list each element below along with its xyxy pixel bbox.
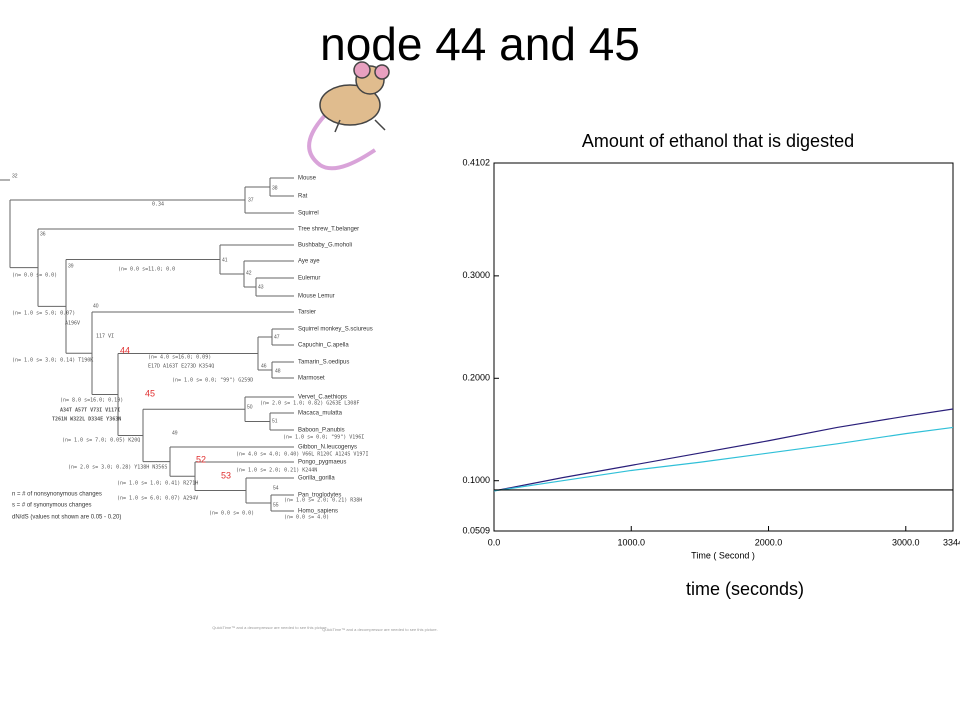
branch-annotation: (n= 1.0 s= 0.0; "99") G259D — [172, 378, 253, 384]
mutation-list: A34T A57T V73I V117I — [60, 408, 120, 414]
branch-annotation: (n= 0.0 s=11.0; 0.0 — [118, 267, 175, 273]
x-tick-label: 1000.0 — [617, 537, 645, 547]
species-label: Pongo_pygmaeus — [298, 460, 346, 466]
node-label: 39 — [68, 263, 74, 269]
plot-frame — [493, 162, 954, 532]
tree-legend: s = # of synonymous changes — [12, 503, 92, 509]
node-label: 45 — [145, 388, 155, 398]
chart-title: Amount of ethanol that is digested — [582, 131, 854, 151]
y-tick-label: 0.0509 — [462, 525, 490, 535]
x-tick-label: 2000.0 — [755, 537, 783, 547]
species-label: Bushbaby_G.moholi — [298, 243, 352, 249]
mouse-cartoon — [307, 61, 390, 171]
node-label: 49 — [172, 430, 178, 436]
node-label: 32 — [12, 173, 18, 179]
branch-annotation: (n= 4.0 s=16.0; 0.09) — [148, 355, 211, 361]
y-tick-label: 0.4102 — [462, 157, 490, 167]
species-label: Gorilla_gorilla — [298, 476, 335, 482]
species-label: Marmoset — [298, 376, 325, 382]
branch-annotation: (n= 1.0 s= 5.0; 0.07) — [12, 311, 75, 317]
node-label: 43 — [258, 284, 264, 290]
tree-legend: n = # of nonsynonymous changes — [12, 492, 102, 498]
branch-annotation: (n= 0.0 s= 4.0) — [284, 515, 329, 521]
data-line — [493, 426, 954, 492]
line-chart: Amount of ethanol that is digested 0.0509… — [462, 131, 960, 599]
species-label: Eulemur — [298, 276, 320, 282]
node-label: 42 — [246, 270, 252, 276]
species-label: Aye aye — [298, 259, 320, 265]
species-label: Capuchin_C.apella — [298, 343, 349, 349]
branch-annotation: (n= 1.0 s= 2.0; 0.21) K244N — [236, 468, 317, 474]
node-label: 51 — [272, 418, 278, 424]
node-label: 46 — [261, 363, 267, 369]
mutation-list: T261N W322L D334E Y363N — [52, 417, 121, 423]
slide-title: node 44 and 45 — [320, 18, 640, 70]
node-label: 41 — [222, 257, 228, 263]
species-label: Tamarin_S.oedipus — [298, 360, 349, 366]
node-label: 36 — [40, 231, 46, 237]
branch-annotation: (n= 2.0 s= 3.0; 0.28) Y138H N356S — [68, 465, 167, 471]
species-label: Vervet_C.aethiops — [298, 395, 347, 401]
branch-annotation: (n= 1.0 s= 2.0; 0.21) R38H — [284, 498, 362, 504]
branch-annotation: A196V — [65, 321, 80, 327]
branch-annotation: (n= 0.0 s= 0.0) — [12, 273, 57, 279]
species-label: Squirrel — [298, 211, 319, 217]
node-label: 55 — [273, 502, 279, 508]
branch-annotation: (n= 2.0 s= 1.0; 0.82) G263E L308F — [260, 401, 359, 407]
branch-annotation: (n= 8.0 s=16.0; 0.19) — [60, 398, 123, 404]
x-tick-label: 3000.0 — [892, 537, 920, 547]
species-label: Homo_sapiens — [298, 509, 338, 515]
y-tick-label: 0.3000 — [462, 270, 490, 280]
species-label: Mouse Lemur — [298, 294, 335, 300]
branch-annotation: (n= 0.0 s= 0.0) — [209, 511, 254, 517]
branch-annotation: (n= 1.0 s= 0.0; "99") V196I — [283, 435, 364, 441]
node-label: 54 — [273, 485, 279, 491]
species-label: Gibbon_N.leucogenys — [298, 445, 357, 451]
branch-annotation: (n= 1.0 s= 7.0; 0.05) K20Q — [62, 438, 140, 444]
branch-annotation: (n= 1.0 s= 3.0; 0.14) T190K — [12, 358, 93, 364]
node-label: 38 — [272, 185, 278, 191]
x-tick-label: 0.0 — [488, 537, 501, 547]
y-tick-label: 0.2000 — [462, 373, 490, 383]
branch-annotation: 0.34 — [152, 202, 164, 208]
caption: time (seconds) — [686, 579, 804, 599]
branch-annotation: E17D A163T E273D K354Q — [148, 364, 214, 370]
species-label: Tarsier — [298, 310, 316, 316]
node-label: 53 — [221, 470, 231, 480]
node-label: 48 — [275, 368, 281, 374]
x-tick-label: 3344 — [943, 537, 960, 547]
node-label: 50 — [247, 404, 253, 410]
branch-annotation: (n= 4.0 s= 4.0; 0.40) V66L R120C A124S V… — [236, 452, 368, 458]
y-tick-label: 0.1000 — [462, 475, 490, 485]
species-label: Rat — [298, 194, 308, 200]
species-label: Tree shrew_T.belanger — [298, 227, 359, 233]
species-label: Macaca_mulatta — [298, 411, 343, 417]
species-label: Pan_troglodytes — [298, 493, 341, 499]
species-label: Mouse — [298, 176, 317, 182]
species-label: Baboon_P.anubis — [298, 428, 345, 434]
branch-annotation: (n= 1.0 s= 1.0; 0.41) R271H — [117, 481, 198, 487]
branch-annotation: (n= 1.0 s= 6.0; 0.07) A294V — [117, 496, 198, 502]
node-label: 37 — [248, 197, 254, 203]
node-label: 47 — [274, 334, 280, 340]
x-axis-label: Time ( Second ) — [691, 550, 755, 560]
phylogenetic-tree: Mouse Rat Squirrel Tree shrew_T.belanger Bus… — [0, 173, 373, 521]
tree-legend: dN/dS (values not shown are 0.05 - 0.20) — [12, 515, 121, 521]
placeholder: QuickTime™ and a decompressor are needed… — [322, 627, 437, 632]
species-label: Squirrel monkey_S.sciureus — [298, 327, 373, 333]
data-line — [493, 408, 954, 492]
branch-annotation: 117 VI — [96, 334, 114, 340]
node-label: 40 — [93, 303, 99, 309]
node-label: 44 — [120, 345, 130, 355]
placeholder: QuickTime™ and a decompressor are needed… — [212, 625, 327, 630]
node-label: 52 — [196, 454, 206, 464]
